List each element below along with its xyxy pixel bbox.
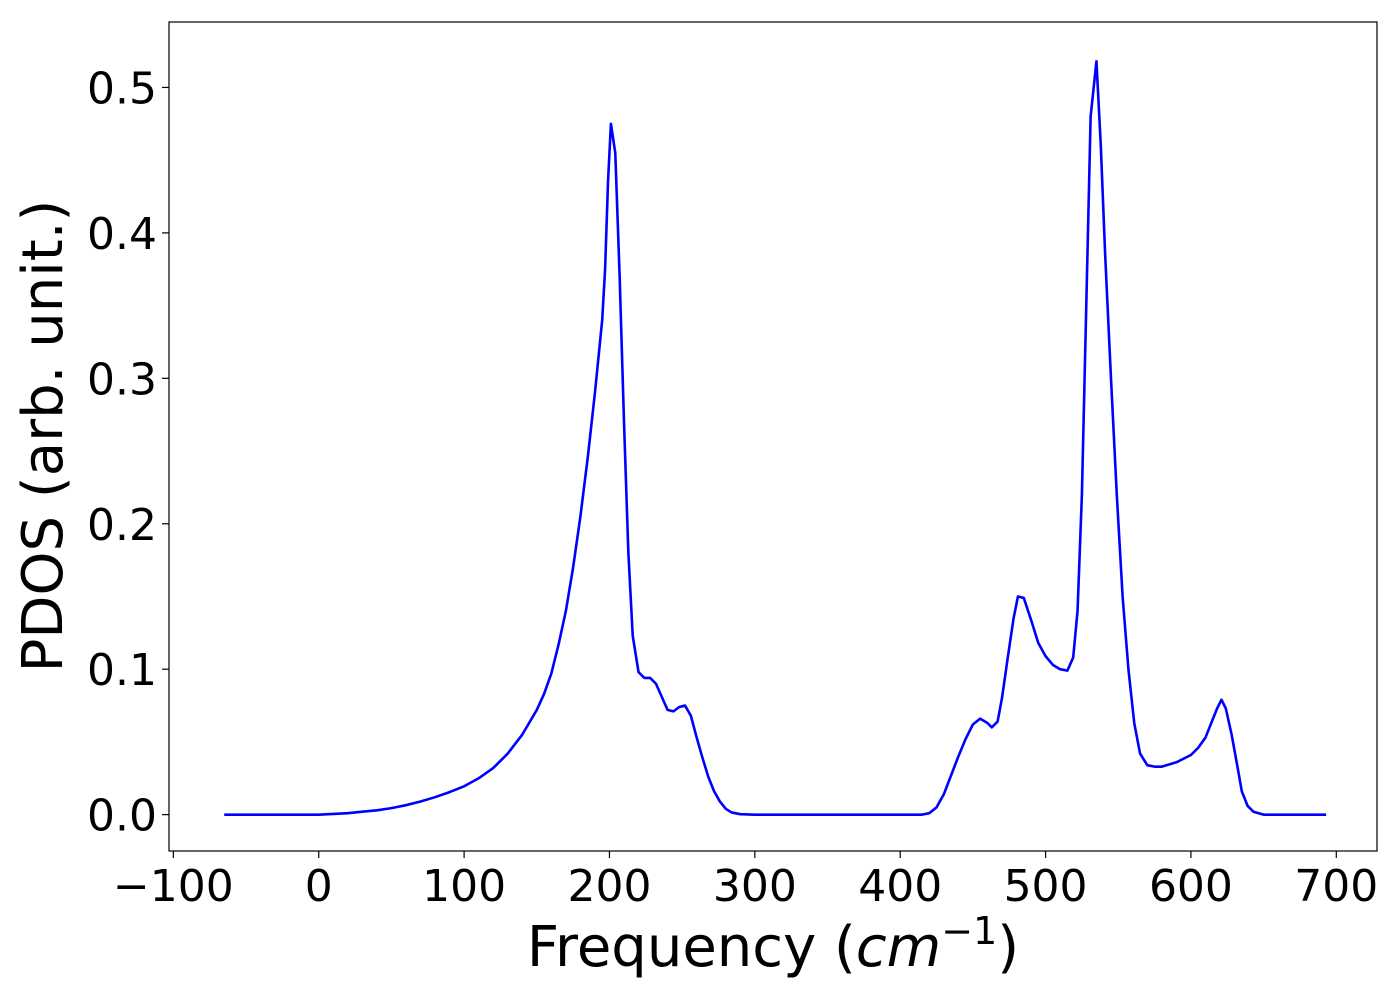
y-tick-label: 0.3 [87,354,157,405]
x-tick-label: 300 [713,861,797,912]
x-tick-label: 200 [567,861,651,912]
y-tick-label: 0.1 [87,645,157,696]
y-tick-label: 0.5 [87,63,157,114]
y-axis-ticks: 0.0 0.1 0.2 0.3 0.4 0.5 [87,63,169,842]
y-tick-label: 0.2 [87,500,157,551]
x-tick-label: −100 [113,861,234,912]
x-tick-label: 100 [422,861,506,912]
x-axis-label: Frequency (cm−1) [527,909,1019,980]
x-tick-label: 700 [1294,861,1378,912]
plot-area-frame [168,21,1378,852]
x-tick-label: 0 [305,861,333,912]
y-axis-label: PDOS (arb. unit.) [11,200,76,673]
y-tick-label: 0.0 [87,791,157,842]
x-tick-label: 600 [1149,861,1233,912]
x-tick-label: 500 [1004,861,1088,912]
y-tick-label: 0.4 [87,209,157,260]
pdos-series-line [224,59,1327,816]
x-axis-ticks: −100 0 100 200 300 400 500 600 700 [113,851,1378,912]
x-tick-label: 400 [858,861,942,912]
